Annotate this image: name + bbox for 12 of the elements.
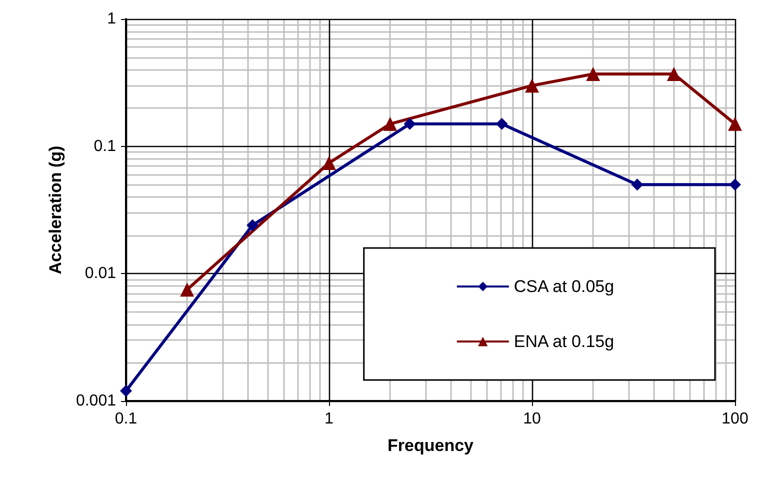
y-tick-label: 1 bbox=[107, 10, 116, 28]
x-tick-label: 10 bbox=[523, 410, 541, 428]
y-tick-label: 0.1 bbox=[94, 138, 116, 155]
x-tick-label: 1 bbox=[324, 410, 334, 428]
x-tick-label: 0.1 bbox=[114, 410, 138, 428]
legend-label: CSA at 0.05g bbox=[514, 277, 614, 296]
x-axis-title: Frequency bbox=[388, 436, 474, 455]
y-tick-label: 0.01 bbox=[84, 265, 116, 282]
y-axis-title: Acceleration (g) bbox=[46, 146, 65, 274]
x-tick-label: 100 bbox=[722, 410, 748, 428]
legend-label: ENA at 0.15g bbox=[514, 332, 614, 351]
y-tick-label: 0.001 bbox=[76, 392, 116, 410]
